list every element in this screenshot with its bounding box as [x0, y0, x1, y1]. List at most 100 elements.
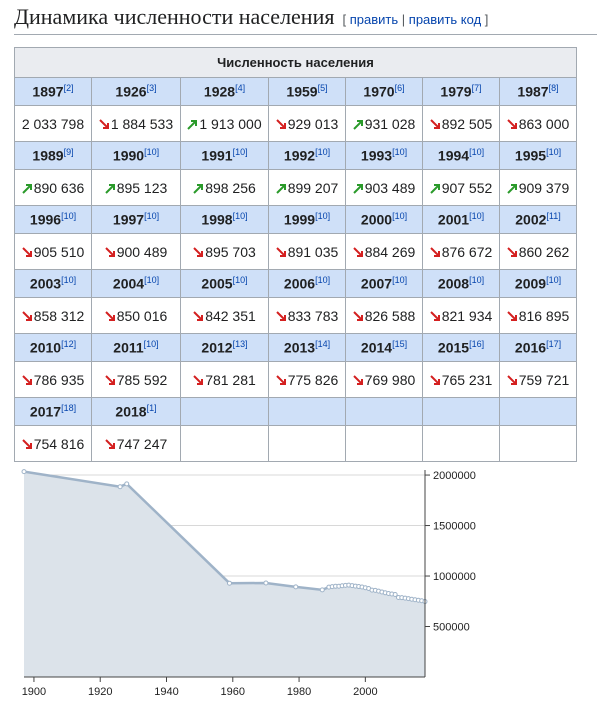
population-value: 850 016 [116, 307, 168, 324]
arrow-shape [104, 183, 115, 194]
footnote-ref[interactable]: [10] [392, 211, 408, 222]
trend-arrow [104, 246, 115, 257]
footnote-ref[interactable]: [10] [315, 147, 331, 158]
year-cell: 1996[10] [14, 205, 92, 234]
footnote-ref[interactable]: [10] [546, 275, 562, 286]
population-value: 786 935 [33, 371, 85, 388]
footnote-ref[interactable]: [10] [232, 211, 248, 222]
value-cell: 826 588 [345, 297, 423, 334]
population-value: 2 033 798 [21, 115, 85, 132]
value-cell: 781 281 [180, 361, 269, 398]
footnote-ref[interactable]: [10] [315, 275, 331, 286]
population-value: 765 231 [441, 371, 493, 388]
year: 1995 [514, 147, 547, 164]
separator: | [401, 12, 406, 27]
value-cell: 929 013 [268, 105, 346, 142]
footnote-ref[interactable]: [10] [144, 147, 160, 158]
footnote-ref[interactable]: [2] [63, 83, 74, 94]
arrow-shape [506, 183, 517, 194]
edit-code-link[interactable]: править код [408, 12, 482, 27]
footnote-ref[interactable]: [11] [546, 211, 561, 222]
value-cell: 833 783 [268, 297, 346, 334]
year: 1998 [201, 211, 233, 228]
footnote-ref[interactable]: [8] [548, 83, 559, 94]
footnote-ref[interactable]: [12] [61, 339, 77, 350]
footnote-ref[interactable]: [10] [392, 147, 408, 158]
population-value: 931 028 [364, 115, 416, 132]
year: 2000 [360, 211, 393, 228]
footnote-ref[interactable]: [10] [61, 275, 77, 286]
arrow-shape [429, 118, 440, 129]
value-cell [268, 425, 346, 462]
footnote-ref[interactable]: [5] [317, 83, 328, 94]
year-cell: 2001[10] [422, 205, 500, 234]
year-cell: 1993[10] [345, 141, 423, 170]
value-cell: 759 721 [499, 361, 577, 398]
trend-arrow [352, 183, 363, 194]
value-cell: 765 231 [422, 361, 500, 398]
footnote-ref[interactable]: [10] [61, 211, 77, 222]
trend-arrow [352, 374, 363, 385]
edit-link[interactable]: править [349, 12, 399, 27]
value-cell: 858 312 [14, 297, 92, 334]
x-tick-label: 1900 [22, 686, 46, 698]
year: 1994 [437, 147, 470, 164]
year-cell [345, 397, 423, 426]
year: 2001 [437, 211, 470, 228]
footnote-ref[interactable]: [10] [143, 339, 159, 350]
arrow-shape [21, 438, 32, 449]
trend-arrow [429, 246, 440, 257]
footnote-ref[interactable]: [10] [232, 275, 248, 286]
arrow-shape [193, 246, 204, 257]
arrow-shape [275, 310, 286, 321]
arrow-shape [187, 119, 198, 130]
footnote-ref[interactable]: [7] [471, 83, 482, 94]
trend-arrow [21, 310, 32, 321]
footnote-ref[interactable]: [10] [469, 275, 485, 286]
footnote-ref[interactable]: [3] [146, 83, 157, 94]
year-row: 1996[10] 1997[10] 1998[10] 1999[10] 2000[10]… [14, 205, 577, 234]
footnote-ref[interactable]: [4] [235, 83, 246, 94]
value-row: 754 816 747 247 [14, 425, 577, 462]
year-cell: 1994[10] [422, 141, 500, 170]
footnote-ref[interactable]: [9] [63, 147, 74, 158]
footnote-ref[interactable]: [10] [469, 211, 485, 222]
value-cell: 1 884 533 [91, 105, 181, 142]
value-cell: 842 351 [180, 297, 269, 334]
footnote-ref[interactable]: [15] [392, 339, 408, 350]
footnote-ref[interactable]: [16] [469, 339, 485, 350]
footnote-ref[interactable]: [10] [144, 211, 160, 222]
bracket: [ [342, 12, 347, 27]
footnote-ref[interactable]: [10] [315, 211, 331, 222]
arrow-shape [21, 183, 32, 194]
population-value: 769 980 [364, 371, 416, 388]
footnote-ref[interactable]: [10] [469, 147, 485, 158]
footnote-ref[interactable]: [10] [232, 147, 248, 158]
footnote-ref[interactable]: [18] [61, 403, 77, 414]
population-value: 899 207 [287, 179, 339, 196]
year-cell: 2014[15] [345, 333, 423, 362]
footnote-ref[interactable]: [10] [144, 275, 160, 286]
year-cell: 2006[10] [268, 269, 346, 298]
footnote-ref[interactable]: [6] [394, 83, 405, 94]
footnote-ref[interactable]: [13] [232, 339, 248, 350]
year-cell: 2002[11] [499, 205, 577, 234]
value-cell: 1 913 000 [180, 105, 269, 142]
year-cell: 2017[18] [14, 397, 92, 426]
data-point [117, 484, 123, 490]
y-tick-label: 1500000 [433, 521, 476, 533]
trend-arrow [193, 374, 204, 385]
population-value: 895 703 [205, 243, 256, 260]
trend-arrow [352, 246, 363, 257]
year: 1970 [363, 83, 395, 100]
data-point [21, 469, 27, 475]
value-cell: 816 895 [499, 297, 577, 334]
footnote-ref[interactable]: [10] [392, 275, 408, 286]
footnote-ref[interactable]: [14] [315, 339, 331, 350]
arrow-shape [104, 374, 115, 385]
year-cell: 2015[16] [422, 333, 500, 362]
population-table: Численность населения 1897[2] 1926[3] 1928… [14, 47, 577, 462]
footnote-ref[interactable]: [10] [546, 147, 562, 158]
footnote-ref[interactable]: [1] [146, 403, 157, 414]
footnote-ref[interactable]: [17] [546, 339, 562, 350]
